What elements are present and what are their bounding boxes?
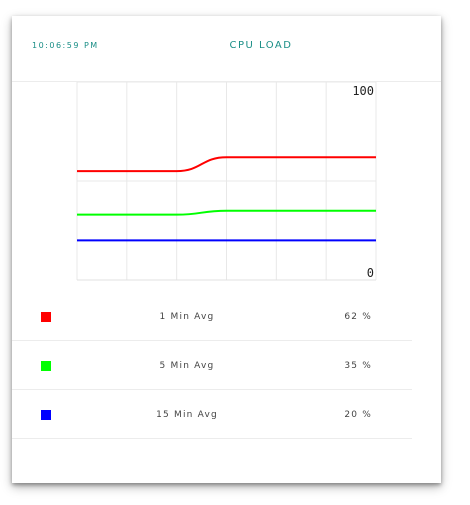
series-line	[77, 156, 376, 173]
cpu-load-card: 10:06:59 PM CPU LOAD 100 0 1 Min Avg 62 %…	[12, 16, 441, 483]
card-title: CPU LOAD	[229, 40, 293, 51]
legend-value: 35 %	[344, 361, 372, 371]
cpu-load-chart: 100 0	[12, 81, 441, 288]
legend-label: 1 Min Avg	[159, 312, 215, 322]
legend-row-5min: 5 Min Avg 35 %	[12, 341, 412, 390]
y-tick-label-top: 100	[352, 84, 374, 98]
card-header: 10:06:59 PM CPU LOAD	[12, 16, 441, 82]
legend-value: 62 %	[344, 312, 372, 322]
clock-time: 10:06:59 PM	[32, 41, 99, 50]
series-line	[76, 209, 376, 216]
legend-row-1min: 1 Min Avg 62 %	[12, 292, 412, 341]
y-tick-label-bottom: 0	[367, 266, 374, 280]
legend-swatch	[41, 410, 51, 420]
legend-value: 20 %	[344, 410, 372, 420]
legend-label: 5 Min Avg	[159, 361, 215, 371]
legend-swatch	[41, 361, 51, 371]
legend-swatch	[41, 312, 51, 322]
legend-row-15min: 15 Min Avg 20 %	[12, 390, 412, 439]
legend-label: 15 Min Avg	[156, 410, 218, 420]
chart-svg: 100 0	[76, 81, 377, 281]
